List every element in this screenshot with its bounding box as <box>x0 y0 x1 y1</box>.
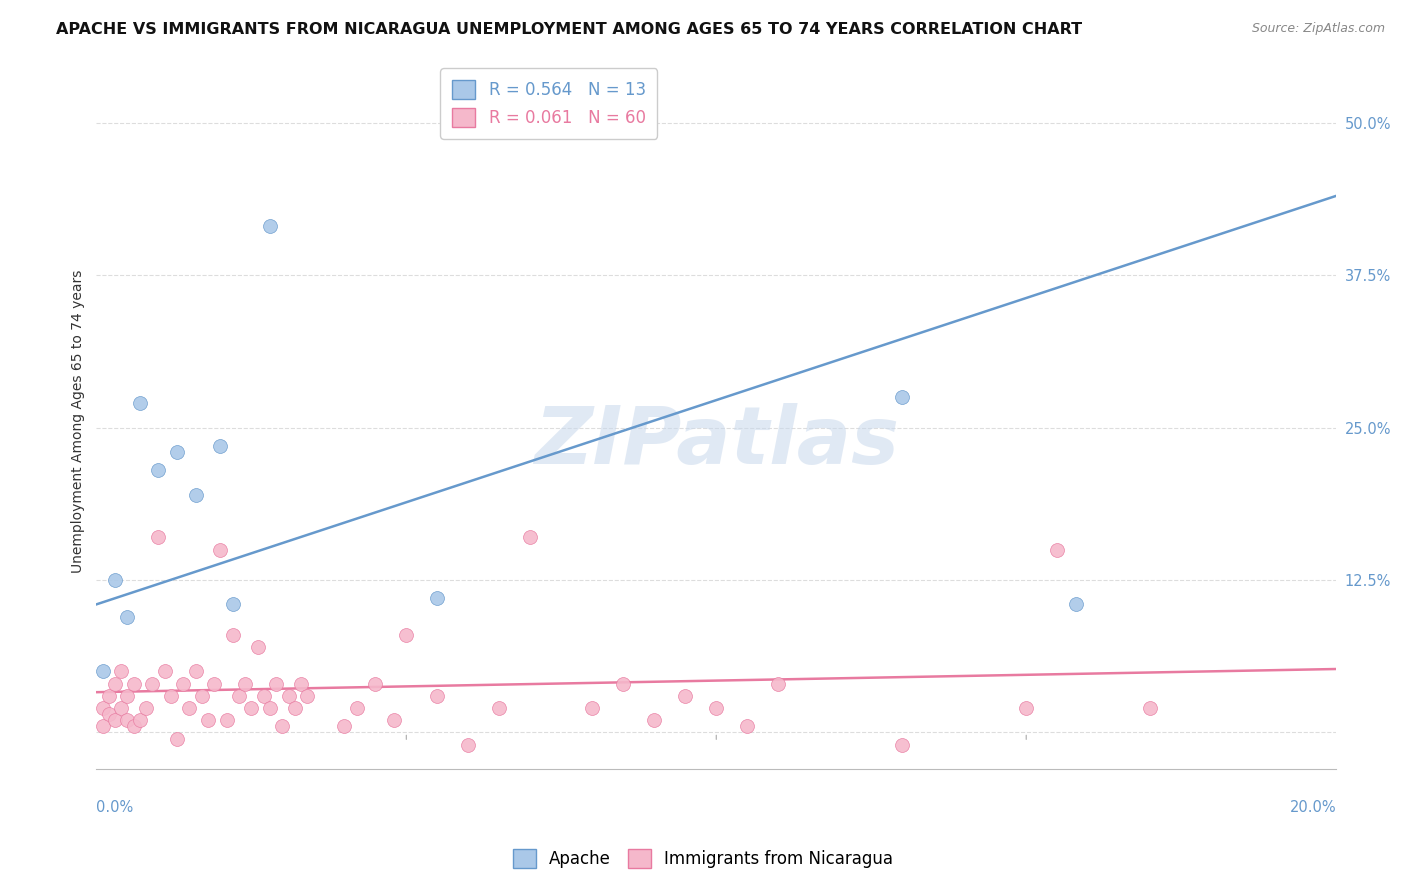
Point <box>97 689 120 703</box>
Point <box>246 640 269 654</box>
Point <box>104 573 127 587</box>
Point <box>166 731 188 746</box>
Point <box>1015 701 1038 715</box>
Point <box>91 719 114 733</box>
Point <box>122 676 145 690</box>
Point <box>117 713 139 727</box>
Point <box>333 719 356 733</box>
Point <box>215 713 238 727</box>
Point <box>104 676 127 690</box>
Point <box>426 689 449 703</box>
Point <box>110 665 132 679</box>
Point <box>184 665 207 679</box>
Point <box>673 689 696 703</box>
Point <box>184 488 207 502</box>
Point <box>166 445 188 459</box>
Point <box>277 689 299 703</box>
Legend: R = 0.564   N = 13, R = 0.061   N = 60: R = 0.564 N = 13, R = 0.061 N = 60 <box>440 69 658 138</box>
Point <box>364 676 387 690</box>
Point <box>202 676 225 690</box>
Point <box>284 701 307 715</box>
Point <box>488 701 510 715</box>
Point <box>891 390 914 404</box>
Point <box>346 701 368 715</box>
Point <box>735 719 758 733</box>
Point <box>264 676 287 690</box>
Point <box>259 701 281 715</box>
Point <box>253 689 276 703</box>
Point <box>382 713 405 727</box>
Point <box>97 707 120 722</box>
Point <box>117 689 139 703</box>
Point <box>891 738 914 752</box>
Point <box>228 689 250 703</box>
Text: 20.0%: 20.0% <box>1289 799 1336 814</box>
Point <box>395 628 418 642</box>
Point <box>1064 598 1087 612</box>
Text: ZIPatlas: ZIPatlas <box>534 403 898 482</box>
Point <box>159 689 181 703</box>
Point <box>519 530 541 544</box>
Point <box>457 738 479 752</box>
Point <box>581 701 603 715</box>
Legend: Apache, Immigrants from Nicaragua: Apache, Immigrants from Nicaragua <box>506 842 900 875</box>
Text: Source: ZipAtlas.com: Source: ZipAtlas.com <box>1251 22 1385 36</box>
Point <box>643 713 665 727</box>
Text: 0.0%: 0.0% <box>97 799 134 814</box>
Point <box>704 701 727 715</box>
Point <box>209 439 232 453</box>
Point <box>612 676 634 690</box>
Point <box>91 665 114 679</box>
Point <box>259 219 281 234</box>
Point <box>110 701 132 715</box>
Point <box>148 463 170 477</box>
Point <box>1046 542 1069 557</box>
Point <box>1139 701 1161 715</box>
Point <box>222 598 245 612</box>
Point <box>271 719 294 733</box>
Y-axis label: Unemployment Among Ages 65 to 74 years: Unemployment Among Ages 65 to 74 years <box>72 269 86 574</box>
Point <box>209 542 232 557</box>
Point <box>153 665 176 679</box>
Point <box>135 701 157 715</box>
Point <box>141 676 163 690</box>
Point <box>768 676 790 690</box>
Point <box>290 676 312 690</box>
Point <box>128 396 150 410</box>
Point <box>233 676 256 690</box>
Point <box>240 701 263 715</box>
Point <box>148 530 170 544</box>
Point <box>222 628 245 642</box>
Point <box>117 609 139 624</box>
Point <box>179 701 201 715</box>
Point <box>122 719 145 733</box>
Text: APACHE VS IMMIGRANTS FROM NICARAGUA UNEMPLOYMENT AMONG AGES 65 TO 74 YEARS CORRE: APACHE VS IMMIGRANTS FROM NICARAGUA UNEM… <box>56 22 1083 37</box>
Point <box>128 713 150 727</box>
Point <box>172 676 194 690</box>
Point <box>104 713 127 727</box>
Point <box>295 689 318 703</box>
Point <box>91 701 114 715</box>
Point <box>197 713 219 727</box>
Point <box>190 689 212 703</box>
Point <box>426 591 449 606</box>
